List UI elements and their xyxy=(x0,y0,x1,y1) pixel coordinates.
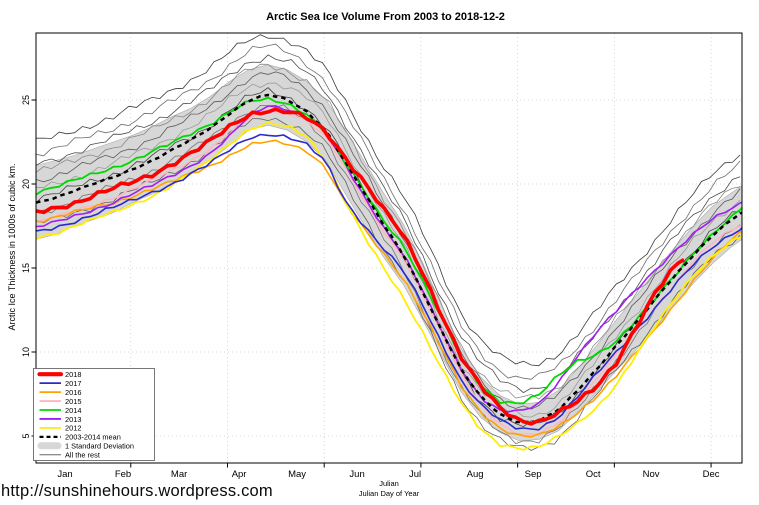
y-tick-labels: 5 10 15 20 25 xyxy=(21,95,31,439)
plot-frame xyxy=(35,32,743,464)
x-axis-title-line1: Julian xyxy=(379,479,399,488)
legend-item-label: 2015 xyxy=(65,397,81,406)
svg-text:10: 10 xyxy=(21,347,31,357)
legend-item-label: 2003-2014 mean xyxy=(65,433,121,442)
series-line-2018 xyxy=(36,107,685,426)
svg-text:Mar: Mar xyxy=(171,469,187,480)
source-url: http://sunshinehours.wordpress.com xyxy=(1,482,273,500)
gridlines xyxy=(36,33,742,463)
svg-text:Dec: Dec xyxy=(703,469,720,480)
series-line-2014 xyxy=(36,96,742,405)
svg-text:Apr: Apr xyxy=(232,469,247,480)
series-line-2013 xyxy=(36,105,742,413)
svg-text:Aug: Aug xyxy=(467,469,484,480)
y-axis-title: Arctic Ice Thickness in 1000s of cubic k… xyxy=(7,163,17,331)
svg-text:Nov: Nov xyxy=(643,469,660,480)
svg-text:15: 15 xyxy=(21,263,31,273)
legend-item-label: 2016 xyxy=(65,388,81,397)
legend-item-label: 1 Standard Deviation xyxy=(65,442,134,451)
svg-text:20: 20 xyxy=(21,179,31,189)
series-line-2016 xyxy=(36,139,742,438)
legend-item-label: 2017 xyxy=(65,379,81,388)
svg-text:Sep: Sep xyxy=(525,469,542,480)
svg-text:5: 5 xyxy=(21,433,31,438)
legend-item-label: 2012 xyxy=(65,424,81,433)
svg-text:25: 25 xyxy=(21,95,31,105)
svg-text:May: May xyxy=(288,469,306,480)
legend-item-label: 2014 xyxy=(65,406,81,415)
series-line-2003-2014-mean xyxy=(36,93,742,424)
std-deviation-band xyxy=(36,64,742,442)
svg-text:Jan: Jan xyxy=(57,469,72,480)
svg-text:Jun: Jun xyxy=(349,469,364,480)
series-line-2012 xyxy=(36,120,742,451)
legend-item-label: 2018 xyxy=(65,370,81,379)
legend-item-label: All the rest xyxy=(65,451,100,460)
svg-text:Oct: Oct xyxy=(586,469,601,480)
x-axis-title-line2: Julian Day of Year xyxy=(358,489,420,498)
legend-item-label: 2013 xyxy=(65,415,81,424)
svg-text:Jul: Jul xyxy=(409,469,421,480)
svg-text:Feb: Feb xyxy=(115,469,131,480)
month-labels: Jan Feb Mar Apr May Jun Jul Aug Sep Oct Nov Dec xyxy=(57,469,719,480)
chart-title: Arctic Sea Ice Volume From 2003 to 2018-… xyxy=(266,11,505,23)
